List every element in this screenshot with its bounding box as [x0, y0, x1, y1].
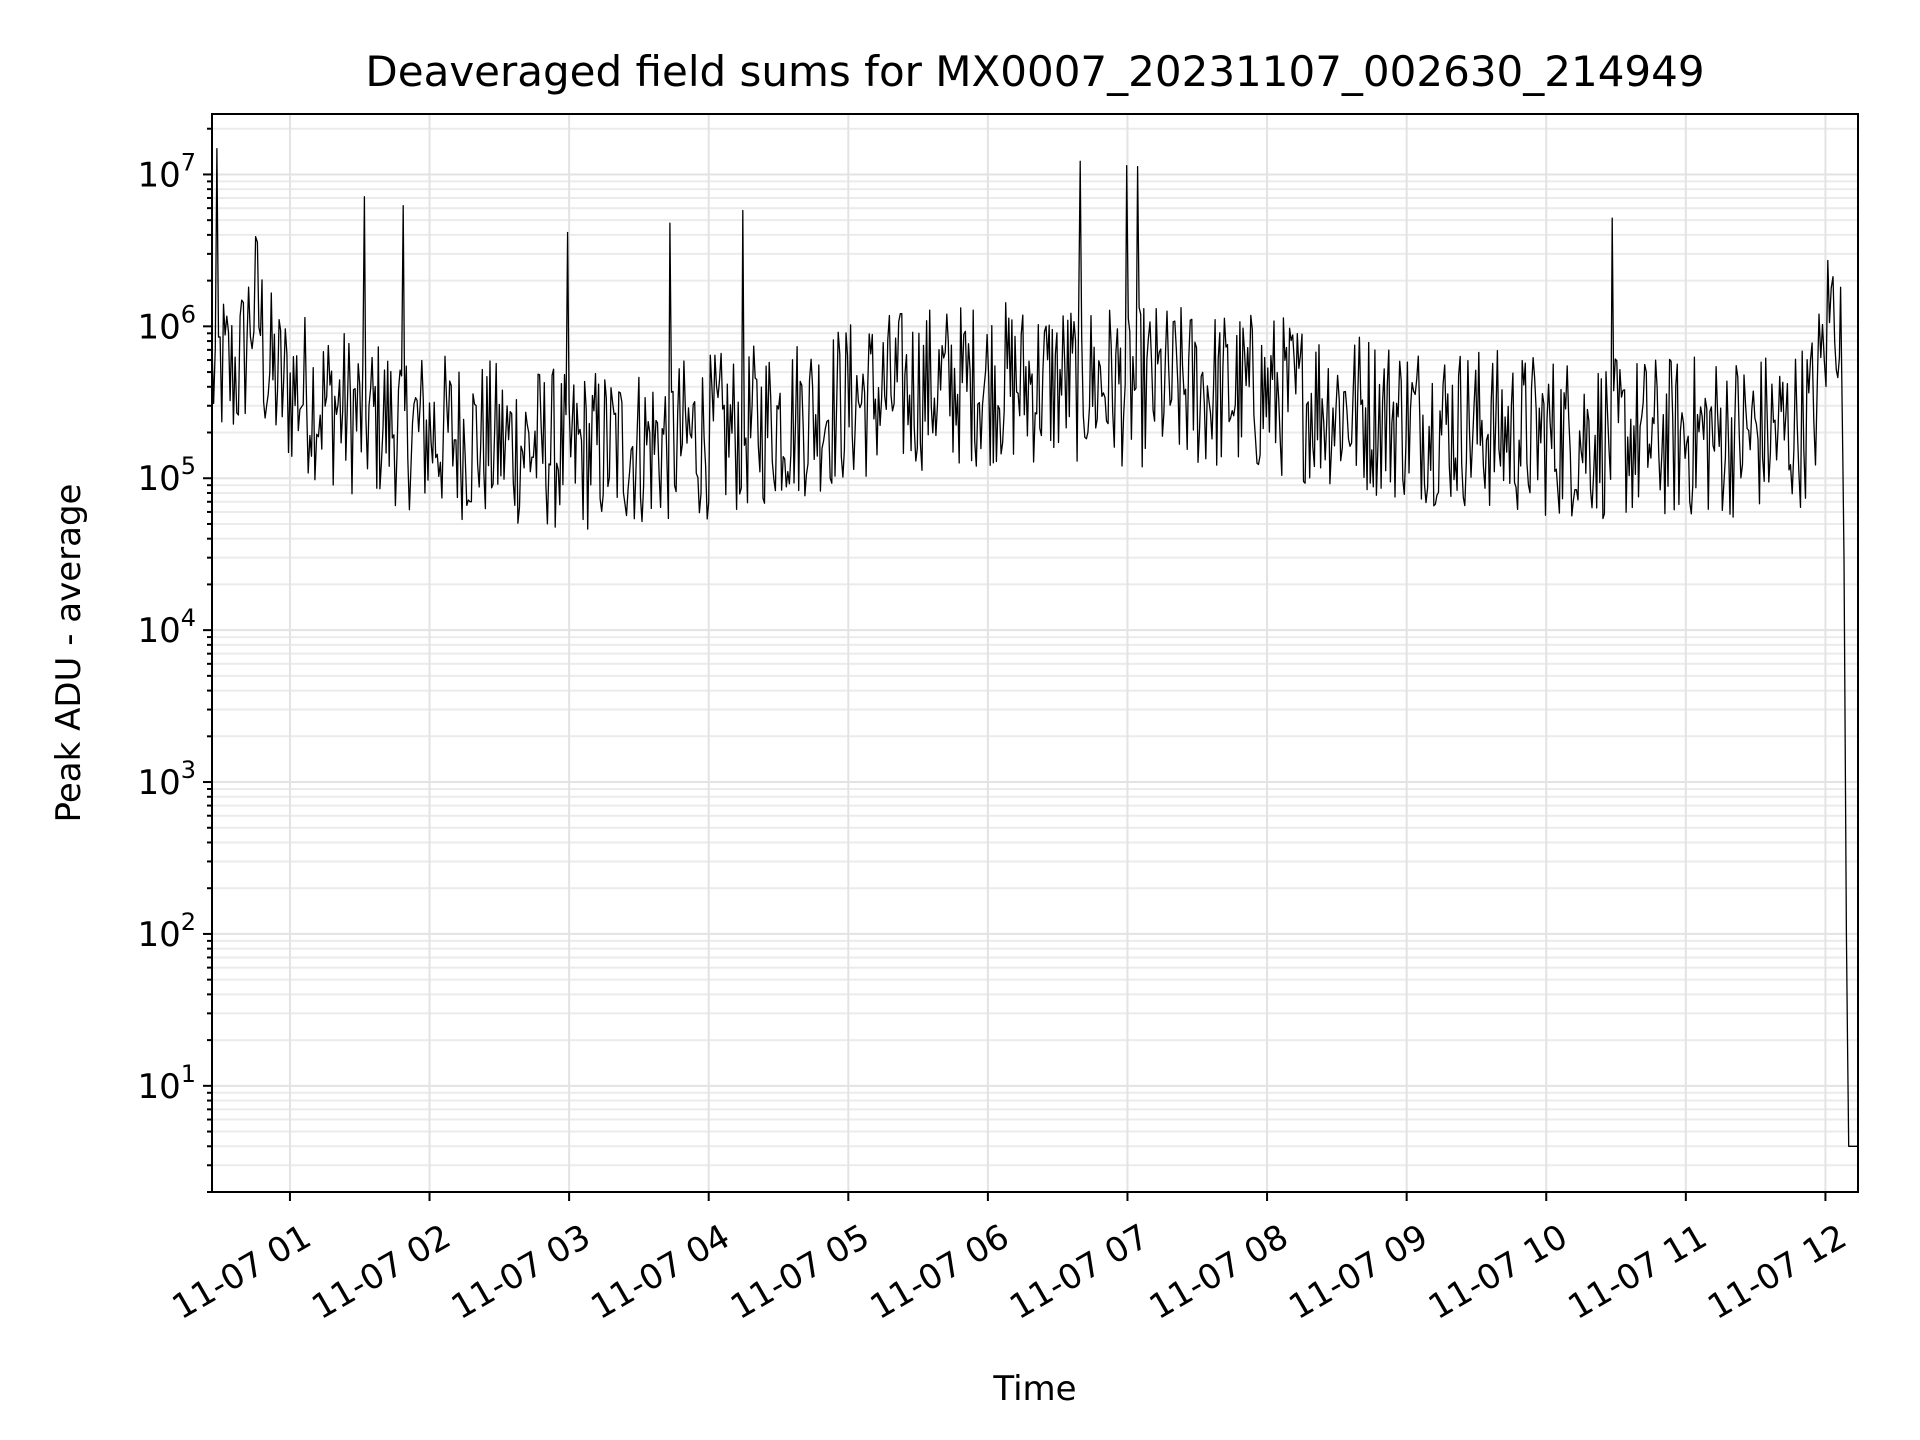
x-tick-label: 11-07 07	[1003, 1217, 1155, 1328]
chart-title: Deaveraged field sums for MX0007_2023110…	[365, 47, 1704, 96]
y-tick-label: 104	[137, 604, 196, 651]
x-axis-label: Time	[992, 1369, 1076, 1409]
minor-gridlines-y	[212, 127, 1858, 1193]
y-axis-ticks: 101 102 103 104 105 106 107	[137, 127, 212, 1193]
y-tick-label: 101	[137, 1060, 196, 1107]
y-axis-label: Peak ADU - average	[49, 484, 89, 823]
x-tick-label: 11-07 11	[1562, 1217, 1714, 1328]
x-tick-label: 11-07 12	[1701, 1217, 1853, 1328]
series-line	[211, 148, 1858, 1147]
x-tick-label: 11-07 06	[864, 1217, 1016, 1328]
x-tick-label: 11-07 02	[305, 1217, 457, 1328]
x-tick-label: 11-07 08	[1143, 1217, 1295, 1328]
x-tick-label: 11-07 09	[1282, 1217, 1434, 1328]
y-tick-label: 102	[137, 908, 196, 955]
y-tick-label: 103	[137, 756, 196, 803]
y-tick-label: 106	[137, 300, 196, 347]
x-tick-label: 11-07 05	[724, 1217, 876, 1328]
y-tick-label: 105	[137, 452, 196, 499]
x-tick-label: 11-07 03	[445, 1217, 597, 1328]
x-tick-label: 11-07 01	[166, 1217, 318, 1328]
x-tick-label: 11-07 10	[1422, 1217, 1574, 1328]
series-layer	[211, 148, 1858, 1147]
y-tick-label: 107	[137, 148, 196, 195]
x-tick-label: 11-07 04	[584, 1217, 736, 1328]
